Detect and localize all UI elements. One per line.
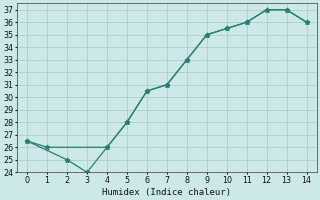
X-axis label: Humidex (Indice chaleur): Humidex (Indice chaleur) bbox=[102, 188, 231, 197]
